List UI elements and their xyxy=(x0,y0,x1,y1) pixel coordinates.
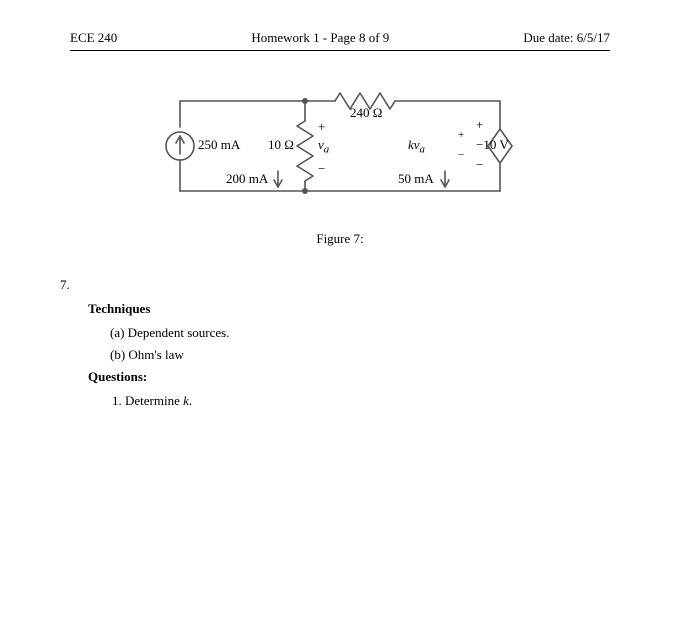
kva-label: kva xyxy=(408,137,425,156)
technique-a: (a) Dependent sources. xyxy=(110,325,610,341)
kva-sub: a xyxy=(420,144,425,156)
page-header: ECE 240 Homework 1 - Page 8 of 9 Due dat… xyxy=(70,30,610,51)
course-code: ECE 240 xyxy=(70,30,117,46)
va-plus: + xyxy=(318,119,325,135)
technique-b: (b) Ohm's law xyxy=(110,347,610,363)
va-minus: − xyxy=(318,161,325,177)
i-200-label: 200 mA xyxy=(226,171,268,187)
q1-prefix: 1. Determine xyxy=(112,393,183,408)
figure-caption: Figure 7: xyxy=(70,231,610,247)
kva-k: kv xyxy=(408,137,420,152)
page-title: Homework 1 - Page 8 of 9 xyxy=(251,30,389,46)
q1-suffix: . xyxy=(189,393,192,408)
page: ECE 240 Homework 1 - Page 8 of 9 Due dat… xyxy=(70,30,610,409)
circuit-diagram: 240 Ω 250 mA 10 Ω + va − kva + − + −10 V… xyxy=(150,81,530,221)
right-plus: + xyxy=(476,117,483,133)
due-date: Due date: 6/5/17 xyxy=(523,30,610,46)
right-minus: − xyxy=(476,157,483,173)
dep-minus: − xyxy=(458,149,464,161)
r-240-label: 240 Ω xyxy=(350,105,382,121)
current-source-label: 250 mA xyxy=(198,137,240,153)
questions-heading: Questions: xyxy=(88,369,610,385)
va-label: va xyxy=(318,137,329,156)
problem-number: 7. xyxy=(60,277,610,293)
r-10-label: 10 Ω xyxy=(268,137,294,153)
question-1: 1. Determine k. xyxy=(112,393,610,409)
va-sub: a xyxy=(324,144,329,156)
v-right-label: −10 V xyxy=(476,137,509,153)
dep-plus: + xyxy=(458,129,464,141)
techniques-heading: Techniques xyxy=(88,301,610,317)
i-50-label: 50 mA xyxy=(398,171,434,187)
